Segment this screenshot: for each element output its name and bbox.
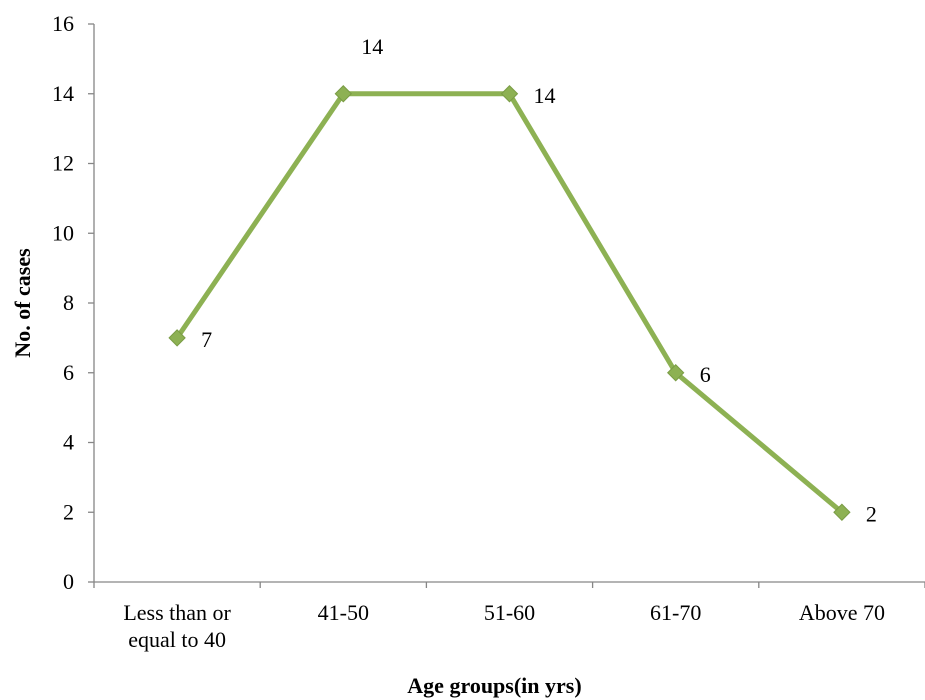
y-tick-label: 14 [52,81,74,106]
data-label: 14 [534,83,556,108]
y-tick-label: 8 [63,290,74,315]
y-axis-title: No. of cases [10,248,35,358]
y-tick-label: 6 [63,360,74,385]
x-tick-label: Less than or equal to 40 [123,600,231,652]
data-label: 7 [201,327,212,352]
data-label: 14 [361,34,383,59]
series-group [169,86,850,521]
y-tick-label: 12 [52,151,74,176]
y-tick-label: 10 [52,220,74,245]
data-label: 2 [866,501,877,526]
y-tick-label: 2 [63,499,74,524]
series-line [177,94,842,513]
y-tick-label: 4 [63,430,74,455]
x-tick-label: 61-70 [650,600,701,625]
x-axis-title: Age groups(in yrs) [407,673,581,698]
y-tick-label: 16 [52,11,74,36]
data-label: 6 [700,362,711,387]
data-labels: 7 14 14 6 2 [201,34,877,527]
y-tick-label: 0 [63,569,74,594]
x-tick-label: 41-50 [318,600,369,625]
x-tick-label: Above 70 [799,600,885,625]
x-tick-label: 51-60 [484,600,535,625]
